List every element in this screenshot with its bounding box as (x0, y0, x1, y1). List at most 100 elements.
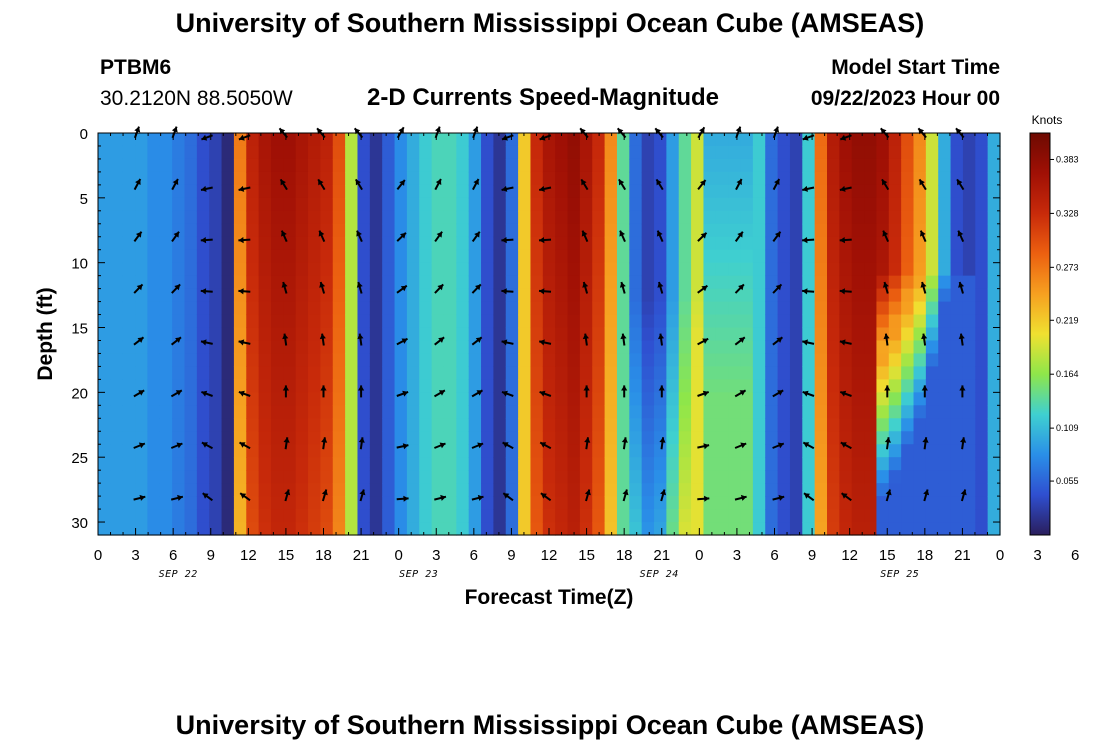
heatmap-cell (962, 171, 976, 186)
heatmap-cell (258, 444, 272, 458)
heatmap-cell (542, 158, 556, 173)
heatmap-cell (728, 353, 742, 368)
heatmap-cell (925, 353, 939, 368)
heatmap-cell (567, 457, 581, 471)
heatmap-cell (938, 483, 952, 497)
heatmap-cell (456, 301, 470, 316)
heatmap-cell (159, 133, 173, 147)
heatmap-cell (938, 457, 952, 471)
heatmap-cell (975, 470, 989, 484)
heatmap-cell (913, 197, 927, 212)
heatmap-cell (827, 249, 840, 264)
heatmap-cell (159, 145, 173, 160)
heatmap-cell (913, 249, 927, 264)
heatmap-cell (975, 366, 989, 380)
heatmap-cell (666, 418, 680, 432)
heatmap-cell (975, 392, 989, 406)
heatmap-cell (802, 431, 816, 445)
heatmap-cell (765, 301, 779, 316)
heatmap-cell (184, 288, 198, 303)
heatmap-cell (481, 262, 494, 277)
heatmap-cell (456, 353, 470, 368)
heatmap-cell (641, 353, 655, 368)
heatmap-cell (962, 392, 976, 406)
heatmap-cell (493, 340, 507, 355)
heatmap-cell (369, 353, 383, 368)
heatmap-cell (752, 327, 766, 342)
heatmap-cell (209, 483, 223, 497)
heatmap-cell (592, 275, 606, 290)
heatmap-cell (443, 275, 457, 290)
heatmap-cell (184, 457, 198, 471)
heatmap-cell (839, 379, 853, 393)
heatmap-cell (641, 184, 655, 199)
heatmap-cell (752, 262, 766, 277)
heatmap-cell (456, 314, 470, 329)
heatmap-cell (308, 133, 322, 147)
heatmap-cell (246, 353, 260, 368)
heatmap-cell (789, 366, 803, 380)
velocity-arrow (659, 437, 666, 450)
heatmap-cell (270, 405, 284, 419)
heatmap-cell (728, 197, 742, 212)
heatmap-cell (654, 145, 667, 160)
heatmap-cell (406, 236, 420, 251)
heatmap-cell (369, 171, 383, 186)
heatmap-cell (752, 431, 766, 445)
x-tick-label: 9 (808, 547, 816, 564)
heatmap-cell (752, 184, 766, 199)
heatmap-cell (456, 379, 470, 393)
heatmap-cell (332, 353, 346, 368)
heatmap-cell (110, 444, 124, 458)
heatmap-cell (443, 158, 457, 173)
heatmap-cell (678, 327, 692, 342)
heatmap-cell (332, 133, 346, 147)
heatmap-cell (938, 470, 952, 484)
heatmap-cell (567, 483, 581, 497)
heatmap-cell (283, 418, 297, 432)
heatmap-cell (592, 133, 606, 147)
heatmap-cell (814, 444, 828, 458)
heatmap-cell (308, 483, 322, 497)
heatmap-cell (369, 522, 383, 536)
heatmap-cell (443, 301, 457, 316)
heatmap-cell (394, 275, 408, 290)
heatmap-cell (616, 314, 630, 329)
heatmap-cell (654, 353, 667, 368)
heatmap-cell (888, 327, 902, 342)
heatmap-cell (184, 366, 198, 380)
heatmap-cell (246, 197, 260, 212)
heatmap-cell (641, 223, 655, 238)
heatmap-cell (592, 496, 606, 510)
heatmap-cell (555, 249, 569, 264)
heatmap-cell (159, 184, 173, 199)
heatmap-cell (901, 483, 915, 497)
heatmap-cell (740, 301, 754, 316)
heatmap-cell (530, 405, 544, 419)
velocity-arrow (354, 178, 363, 191)
colorbar-tick-label: 0.164 (1056, 369, 1079, 379)
heatmap-cell (925, 483, 939, 497)
heatmap-cell (777, 379, 791, 393)
heatmap-cell (579, 301, 593, 316)
heatmap-cell (505, 418, 519, 432)
heatmap-cell (604, 275, 618, 290)
heatmap-cell (135, 314, 149, 329)
heatmap-cell (357, 522, 371, 536)
heatmap-cell (851, 133, 865, 147)
heatmap-cell (530, 249, 544, 264)
heatmap-cell (147, 210, 161, 225)
heatmap-cell (678, 223, 692, 238)
heatmap-cell (431, 210, 445, 225)
heatmap-cell (196, 379, 210, 393)
heatmap-cell (814, 197, 828, 212)
heatmap-cell (406, 327, 420, 342)
heatmap-cell (938, 145, 952, 160)
heatmap-cell (851, 392, 865, 406)
heatmap-cell (419, 210, 433, 225)
heatmap-cell (752, 470, 766, 484)
heatmap-cell (901, 158, 915, 173)
heatmap-cell (740, 158, 754, 173)
heatmap-cell (752, 340, 766, 355)
heatmap-cell (678, 353, 692, 368)
